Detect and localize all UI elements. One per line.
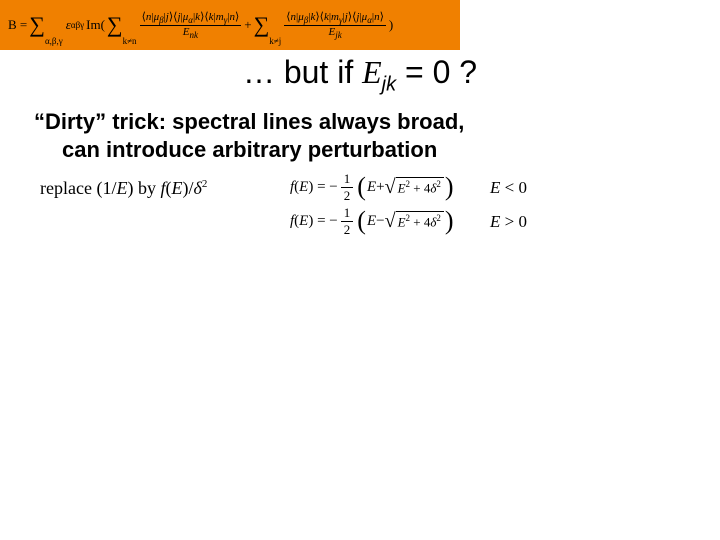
rep-t1: replace (1/ xyxy=(40,178,116,198)
cond1-E: E xyxy=(490,178,500,197)
plus: + xyxy=(244,17,251,33)
f2-sqrt: √ E2 + 4δ2 xyxy=(385,210,444,233)
formula-1: f ( E ) = − 1 2 ( E + √ E2 + 4δ2 ) xyxy=(290,170,455,204)
f1-plus: + xyxy=(376,179,384,196)
cond1-rel: < 0 xyxy=(500,178,527,197)
frac-1: ⟨n|μβ|j⟩⟨j|μα|k⟩⟨k|mγ|n⟩ Enk xyxy=(140,10,242,40)
sigma-2: ∑ xyxy=(107,12,123,38)
f2-paren-open: ( xyxy=(357,208,366,234)
frac2-num: ⟨n|μβ|k⟩⟨k|mγ|j⟩⟨j|μα|n⟩ xyxy=(284,10,386,26)
rep-E2: E xyxy=(171,178,182,198)
eq-lhs: B = xyxy=(8,17,27,33)
sigma-3: ∑ xyxy=(254,12,270,38)
replace-text: replace (1/E) by f(E)/δ2 xyxy=(40,178,207,199)
rep-t2: ) by xyxy=(127,178,160,198)
radical-icon: √ xyxy=(385,210,396,233)
f1-frac: 1 2 xyxy=(341,171,354,204)
im: Im( xyxy=(86,17,105,33)
formula-2: f ( E ) = − 1 2 ( E − √ E2 + 4δ2 ) xyxy=(290,204,455,238)
slide-title: … but if Ejk = 0 ? xyxy=(0,54,720,96)
body-line1: “Dirty” trick: spectral lines always bro… xyxy=(34,108,594,136)
equation-box: B = ∑ α,β,γ ε αβγ Im( ∑ k≠n ⟨n|μβ|j⟩⟨j|μ… xyxy=(0,0,460,50)
rep-t4: )/ xyxy=(182,178,193,198)
f1-num: 1 xyxy=(341,171,354,188)
title-suffix: = 0 ? xyxy=(396,54,477,90)
title-prefix: … but if xyxy=(243,54,362,90)
cond2-E: E xyxy=(490,212,500,231)
body-text: “Dirty” trick: spectral lines always bro… xyxy=(34,108,594,163)
f2-E: E xyxy=(299,213,308,230)
condition-1: E < 0 xyxy=(490,178,527,198)
f1-sqrt-inside: E2 + 4δ2 xyxy=(396,177,444,196)
condition-2: E > 0 xyxy=(490,212,527,232)
f1-E: E xyxy=(299,179,308,196)
f2-sqrt-inside: E2 + 4δ2 xyxy=(396,211,444,230)
f1-paren-close: ) xyxy=(445,174,454,200)
cond2-rel: > 0 xyxy=(500,212,527,231)
f2-close: ) = − xyxy=(308,213,337,230)
f1-inner-E: E xyxy=(367,179,376,196)
formulas: f ( E ) = − 1 2 ( E + √ E2 + 4δ2 ) f ( E… xyxy=(290,170,455,238)
sigma-1: ∑ xyxy=(29,12,45,38)
frac-2: ⟨n|μβ|k⟩⟨k|mγ|j⟩⟨j|μα|n⟩ Ejk xyxy=(284,10,386,40)
rep-E: E xyxy=(116,178,127,198)
f1-sqrt: √ E2 + 4δ2 xyxy=(385,176,444,199)
title-var: E xyxy=(362,54,382,90)
f2-inner-E: E xyxy=(367,213,376,230)
eq-close: ) xyxy=(389,17,393,33)
f1-close: ) = − xyxy=(308,179,337,196)
f2-num: 1 xyxy=(341,205,354,222)
title-sub: jk xyxy=(382,73,396,95)
sum2-sub: k≠n xyxy=(123,36,137,46)
body-line2: can introduce arbitrary perturbation xyxy=(34,136,594,164)
f2-minus: − xyxy=(376,213,384,230)
rep-sup: 2 xyxy=(202,178,208,190)
rep-delta: δ xyxy=(193,178,201,198)
radical-icon: √ xyxy=(385,176,396,199)
f2-paren-close: ) xyxy=(445,208,454,234)
sum1-sub: α,β,γ xyxy=(45,36,63,46)
frac2-den: Ejk xyxy=(326,26,343,40)
f2-den: 2 xyxy=(341,222,354,238)
eps-sub: αβγ xyxy=(71,20,84,30)
f1-den: 2 xyxy=(341,188,354,204)
f2-frac: 1 2 xyxy=(341,205,354,238)
f1-paren-open: ( xyxy=(357,174,366,200)
sum3-sub: k≠j xyxy=(269,36,281,46)
frac1-num: ⟨n|μβ|j⟩⟨j|μα|k⟩⟨k|mγ|n⟩ xyxy=(140,10,242,26)
frac1-den: Enk xyxy=(181,26,200,40)
